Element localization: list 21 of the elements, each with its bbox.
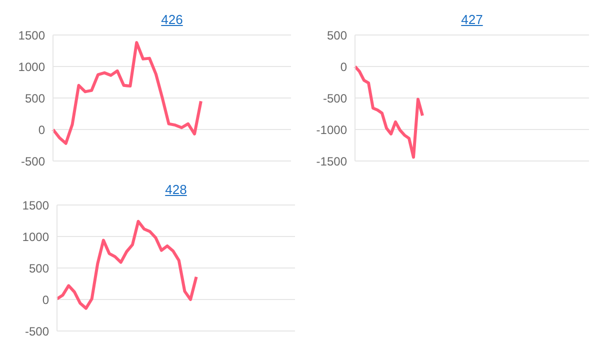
line-series xyxy=(52,41,202,145)
y-tick-label: -1500 xyxy=(316,154,348,168)
y-tick-label: 1500 xyxy=(18,28,46,42)
chart-title: 428 xyxy=(165,182,187,197)
y-tick-label: 0 xyxy=(38,122,46,137)
chart-title: 427 xyxy=(461,12,483,27)
y-tick-label: 1500 xyxy=(22,198,50,212)
y-tick-label: 500 xyxy=(24,91,46,106)
y-tick-label: -1000 xyxy=(316,122,348,137)
line-series xyxy=(354,65,424,159)
y-tick-label: -500 xyxy=(322,91,348,106)
y-tick-label: 0 xyxy=(42,292,50,307)
y-tick-label: 0 xyxy=(340,60,348,74)
y-tick-label: 1000 xyxy=(18,60,46,74)
chart-title: 426 xyxy=(161,12,183,27)
y-tick-label: 500 xyxy=(326,28,348,42)
y-tick-label: -500 xyxy=(20,154,46,168)
y-tick-label: 1000 xyxy=(22,230,50,244)
y-tick-label: 500 xyxy=(28,261,50,276)
y-tick-label: -500 xyxy=(24,324,50,338)
line-series xyxy=(56,220,198,310)
